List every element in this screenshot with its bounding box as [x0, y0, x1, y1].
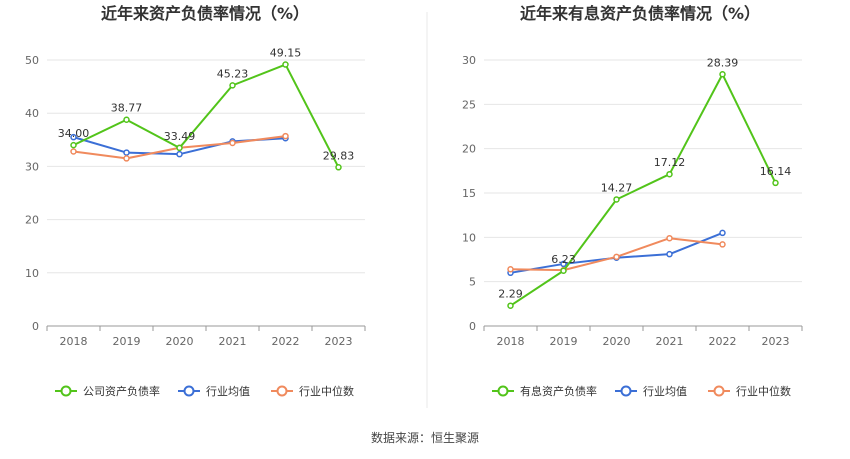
legend-marker [620, 385, 632, 397]
data-label: 45.23 [217, 67, 249, 80]
legend-label: 行业中位数 [299, 384, 354, 398]
legend-label: 有息资产负债率 [520, 384, 597, 398]
legend-item[interactable]: 行业均值 [615, 385, 687, 398]
series-line [510, 231, 723, 274]
data-label: 38.77 [111, 102, 143, 115]
x-tick-label: 2022 [709, 335, 737, 348]
data-label: 17.12 [654, 156, 686, 169]
legend-marker [713, 385, 725, 397]
y-tick-label: 30 [25, 160, 39, 173]
y-tick-label: 0 [469, 320, 476, 333]
legend-item[interactable]: 行业中位数 [271, 384, 354, 398]
x-tick-label: 2021 [656, 335, 684, 348]
data-point[interactable] [70, 148, 77, 155]
legend-marker [276, 385, 288, 397]
y-tick-label: 25 [462, 98, 476, 111]
data-point[interactable] [507, 302, 514, 309]
legend-marker [497, 385, 509, 397]
data-label: 6.23 [551, 253, 576, 266]
series-line [73, 63, 340, 168]
data-point[interactable] [176, 150, 183, 158]
data-point[interactable] [666, 170, 673, 178]
data-point[interactable] [123, 149, 130, 156]
chart-title: 近年来有息资产负债率情况（%） [520, 4, 760, 23]
data-label: 29.83 [323, 149, 355, 162]
x-tick-label: 2022 [272, 335, 300, 348]
y-tick-label: 50 [25, 54, 39, 67]
y-tick-label: 10 [25, 267, 39, 280]
source-note: 数据来源：恒生聚源 [371, 430, 479, 445]
x-tick-label: 2023 [325, 335, 353, 348]
data-point[interactable] [719, 71, 726, 78]
data-point[interactable] [666, 250, 673, 258]
legend-label: 行业中位数 [736, 384, 791, 398]
data-point[interactable] [613, 196, 620, 203]
data-point[interactable] [282, 61, 289, 68]
data-label: 16.14 [760, 165, 792, 178]
data-point[interactable] [176, 144, 183, 152]
data-label: 33.49 [164, 130, 196, 143]
series-line [509, 73, 777, 307]
data-point[interactable] [560, 267, 567, 275]
chart-debt-ratio: 近年来资产负债率情况（%） 0 10 20 30 40 50 2018 2019 2020 2021… [25, 4, 366, 398]
y-tick-label: 30 [462, 54, 476, 67]
chart-title: 近年来资产负债率情况（%） [101, 4, 309, 23]
legend-marker [183, 385, 195, 397]
data-point[interactable] [123, 116, 130, 123]
y-tick-label: 40 [25, 107, 39, 120]
data-point[interactable] [507, 266, 514, 273]
legend-marker [60, 385, 72, 397]
y-tick-label: 0 [32, 320, 39, 333]
legend-label: 公司资产负债率 [83, 384, 160, 398]
data-point[interactable] [282, 132, 289, 140]
y-tick-label: 10 [462, 231, 476, 244]
x-tick-label: 2021 [219, 335, 247, 348]
x-tick-label: 2020 [603, 335, 631, 348]
legend-label: 行业均值 [643, 385, 687, 398]
data-label: 2.29 [498, 288, 523, 301]
data-point[interactable] [70, 141, 77, 149]
legend-item[interactable]: 行业中位数 [708, 384, 791, 398]
data-label: 34.00 [58, 127, 90, 140]
data-point[interactable] [123, 155, 130, 162]
x-tick-label: 2019 [113, 335, 141, 348]
data-label: 49.15 [270, 47, 302, 60]
y-tick-label: 5 [469, 276, 476, 289]
data-point[interactable] [719, 241, 726, 248]
y-tick-label: 15 [462, 187, 476, 200]
data-point[interactable] [772, 179, 779, 187]
x-tick-label: 2018 [497, 335, 525, 348]
data-point[interactable] [560, 260, 567, 268]
data-point[interactable] [719, 229, 726, 237]
data-point[interactable] [666, 234, 673, 242]
data-point[interactable] [229, 139, 236, 147]
data-label: 14.27 [601, 181, 633, 194]
legend-label: 行业均值 [206, 385, 250, 398]
data-point[interactable] [70, 133, 77, 141]
data-point[interactable] [613, 253, 620, 261]
data-label: 28.39 [707, 56, 739, 69]
x-tick-label: 2023 [762, 335, 790, 348]
y-tick-label: 20 [462, 143, 476, 156]
legend-item[interactable]: 公司资产负债率 [55, 384, 160, 398]
legend-item[interactable]: 有息资产负债率 [492, 384, 597, 398]
x-tick-label: 2020 [166, 335, 194, 348]
y-tick-label: 20 [25, 214, 39, 227]
data-point[interactable] [229, 82, 236, 89]
data-point[interactable] [335, 164, 342, 171]
x-tick-label: 2018 [60, 335, 88, 348]
chart-interest-bearing-debt-ratio: 近年来有息资产负债率情况（%） 0 5 10 15 20 25 30 2018 2019 2020 2… [462, 4, 803, 398]
x-tick-label: 2019 [550, 335, 578, 348]
legend-item[interactable]: 行业均值 [178, 385, 250, 398]
